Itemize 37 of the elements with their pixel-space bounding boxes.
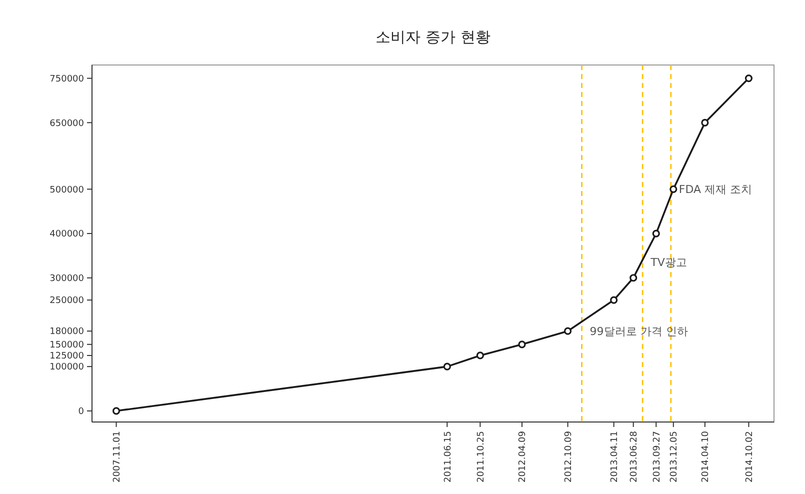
annotation: 99달러로 가격 인하: [590, 324, 688, 338]
x-tick-label: 2013.04.11: [610, 431, 620, 483]
point: [610, 296, 618, 304]
point: [443, 362, 451, 370]
x-tick-label: 2014.10.02: [744, 431, 755, 483]
chart-title: 소비자 증가 현황: [376, 28, 490, 46]
x-tick-label: 2011.06.15: [443, 431, 454, 483]
x-tick-label: 2012.10.09: [564, 430, 574, 483]
point: [518, 340, 526, 348]
x-tick-label: 2007.11.01: [112, 431, 122, 483]
point: [564, 327, 572, 335]
annotation: TV광고: [650, 256, 687, 270]
y-tick-label: 750000: [50, 74, 84, 84]
point: [652, 230, 660, 238]
point: [670, 185, 678, 193]
point: [630, 274, 638, 282]
point: [744, 74, 753, 82]
x-tick-label: 2011.10.25: [476, 431, 486, 483]
point: [701, 118, 709, 126]
x-tick-label: 2013.12.05: [670, 431, 680, 483]
y-tick-label: 0: [78, 407, 84, 418]
y-tick-label: 125000: [50, 352, 84, 362]
x-tick-label: 2012.04.09: [518, 430, 528, 483]
y-tick-label: 300000: [50, 274, 84, 284]
x-tick-label: 2013.06.28: [629, 430, 640, 483]
point: [112, 407, 120, 415]
y-tick-label: 250000: [50, 296, 84, 306]
y-tick-label: 500000: [50, 185, 84, 196]
y-tick-label: 150000: [50, 340, 84, 351]
x-tick-label: 2013.09.27: [652, 431, 662, 483]
x-tick-label: 2014.04.10: [701, 430, 712, 483]
y-tick-label: 400000: [50, 230, 84, 240]
point: [476, 352, 484, 360]
y-tick-label: 100000: [50, 362, 84, 373]
annotation: FDA 제재 조치: [678, 183, 752, 196]
y-tick-label: 180000: [50, 327, 84, 338]
y-tick-label: 650000: [50, 118, 84, 129]
